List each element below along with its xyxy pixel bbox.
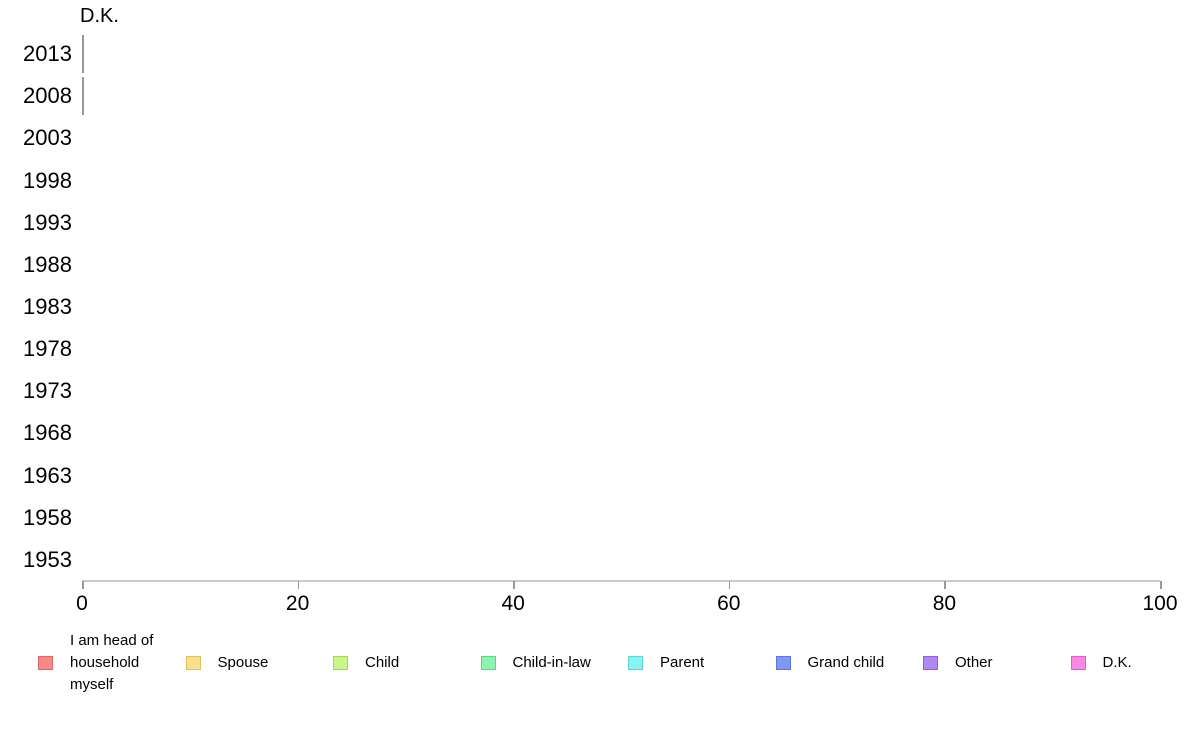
- legend-swatch-icon: [628, 656, 643, 670]
- legend-item[interactable]: Child-in-law: [480, 628, 591, 698]
- x-tick-label: 0: [76, 592, 88, 615]
- y-axis-label: 1993: [23, 209, 72, 235]
- y-axis-label: 1973: [23, 378, 72, 404]
- y-axis-label: 2013: [23, 41, 72, 67]
- y-axis-label: 1983: [23, 294, 72, 319]
- legend-item[interactable]: I am head of household myself: [38, 628, 156, 698]
- legend-label: Child-in-law: [512, 654, 591, 671]
- x-tick-mark: [513, 581, 515, 589]
- legend-swatch-icon: [333, 656, 348, 670]
- legend-item[interactable]: Child: [333, 628, 399, 698]
- legend-label: D.K.: [1102, 654, 1132, 671]
- x-axis-line: [82, 580, 1160, 582]
- x-tick-mark: [297, 581, 300, 589]
- y-axis-label: 1953: [23, 546, 72, 572]
- y-axis-label: 1978: [23, 336, 72, 362]
- legend-item[interactable]: D.K.: [1070, 628, 1132, 698]
- legend-item[interactable]: Spouse: [185, 628, 269, 698]
- legend-swatch-icon: [775, 656, 791, 670]
- legend-label: Parent: [660, 654, 705, 671]
- panel-title: D.K.: [80, 5, 119, 27]
- y-axis-label: 1963: [23, 462, 72, 488]
- legend-swatch-icon: [1070, 656, 1086, 670]
- legend: I am head of household myself Spouse Child…: [0, 628, 1188, 698]
- x-tick-label: 60: [717, 592, 741, 615]
- y-axis-label: 2008: [23, 83, 72, 109]
- x-tick-label: 40: [501, 592, 525, 615]
- legend-swatch-icon: [480, 656, 496, 670]
- legend-item[interactable]: Grand child: [775, 628, 885, 698]
- bar-2013: [82, 35, 84, 74]
- legend-item[interactable]: Parent: [628, 628, 704, 698]
- y-axis-label: 1968: [23, 420, 72, 446]
- x-tick-label: 20: [285, 592, 310, 615]
- legend-label: Spouse: [217, 654, 269, 671]
- legend-label: Other: [955, 654, 993, 671]
- legend-item[interactable]: Other: [923, 628, 993, 698]
- legend-swatch-icon: [185, 656, 201, 670]
- x-tick-mark: [944, 581, 946, 589]
- x-tick-label: 80: [932, 592, 957, 615]
- y-axis-label: 1958: [23, 504, 72, 530]
- x-tick-label: 100: [1142, 592, 1178, 615]
- x-tick-mark: [728, 581, 731, 589]
- y-axis-label: 1998: [23, 167, 72, 193]
- y-axis-label: 2003: [23, 125, 72, 151]
- legend-swatch-icon: [923, 656, 938, 670]
- legend-label: Grand child: [807, 654, 885, 671]
- x-tick-mark: [82, 581, 84, 589]
- legend-label: I am head of household myself: [70, 632, 154, 693]
- legend-label: Child: [365, 654, 400, 671]
- x-tick-mark: [1160, 581, 1162, 589]
- bar-2008: [82, 77, 84, 116]
- legend-swatch-icon: [38, 656, 53, 670]
- y-axis-label: 1988: [23, 251, 72, 277]
